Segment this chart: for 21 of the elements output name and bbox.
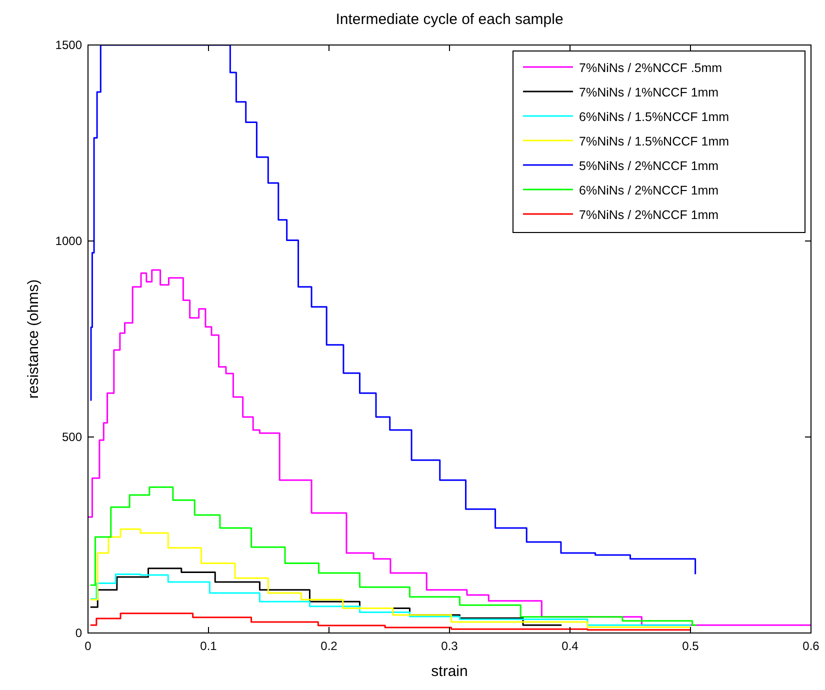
y-tick-label: 500 [62, 430, 82, 444]
legend-label: 6%NiNs / 1.5%NCCF 1mm [579, 110, 730, 124]
y-tick-label: 1500 [55, 38, 82, 52]
y-tick-label: 0 [75, 626, 82, 640]
x-tick-label: 0.2 [320, 639, 338, 653]
y-axis-title: resistance (ohms) [25, 279, 42, 399]
legend-label: 7%NiNs / 2%NCCF .5mm [579, 61, 722, 75]
legend-label: 5%NiNs / 2%NCCF 1mm [579, 159, 719, 173]
x-tick-label: 0.6 [802, 639, 820, 653]
legend-label: 7%NiNs / 2%NCCF 1mm [579, 208, 719, 222]
y-tick-label: 1000 [55, 234, 82, 248]
legend-label: 6%NiNs / 2%NCCF 1mm [579, 184, 719, 198]
chart-title: Intermediate cycle of each sample [336, 11, 564, 28]
legend-label: 7%NiNs / 1%NCCF 1mm [579, 86, 719, 100]
x-axis-title: strain [431, 663, 468, 680]
x-tick-label: 0.3 [441, 639, 458, 653]
legend-label: 7%NiNs / 1.5%NCCF 1mm [579, 134, 730, 148]
x-tick-label: 0.5 [682, 639, 700, 653]
x-tick-label: 0.4 [562, 639, 579, 653]
x-tick-label: 0 [84, 639, 92, 653]
x-tick-label: 0.1 [200, 639, 218, 653]
